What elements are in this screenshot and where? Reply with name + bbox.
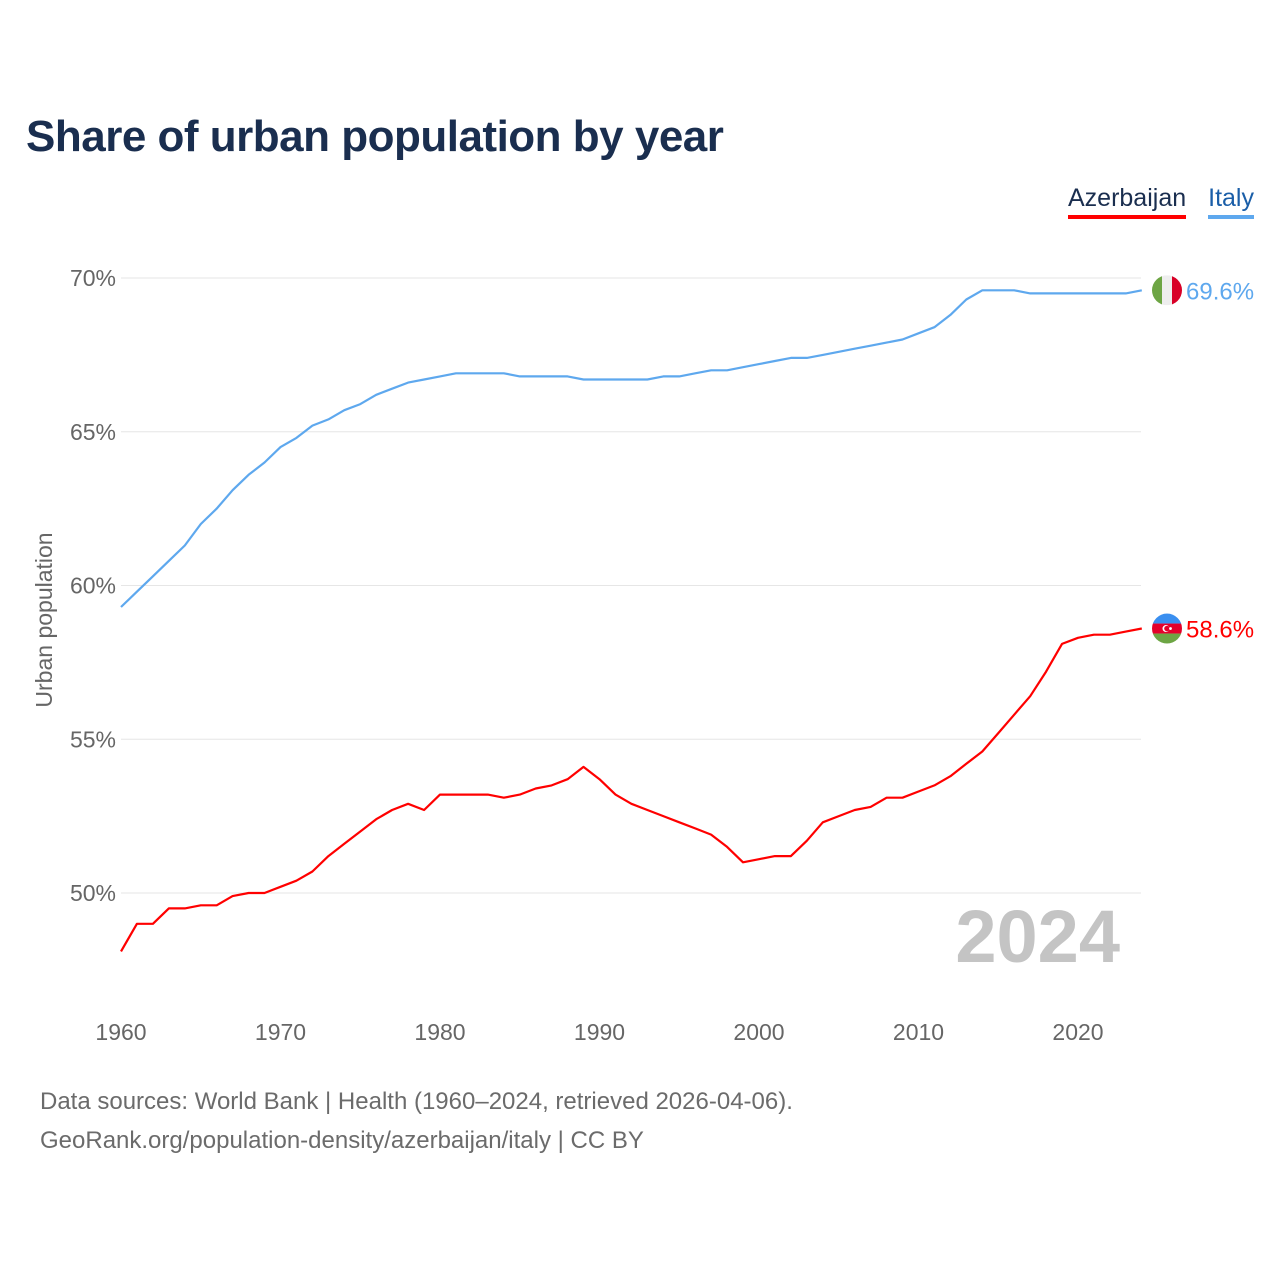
end-value-label-italy: 69.6% [1186,278,1254,305]
x-tick-label: 2010 [893,1019,944,1045]
x-tick-label: 2020 [1052,1019,1103,1045]
y-tick-label: 65% [70,419,116,445]
y-tick-label: 70% [70,265,116,291]
year-watermark: 2024 [955,895,1120,978]
x-tick-label: 1970 [255,1019,306,1045]
x-tick-label: 1990 [574,1019,625,1045]
azerbaijan-flag-icon [1152,613,1182,644]
x-tick-label: 2000 [733,1019,784,1045]
legend-azerbaijan[interactable]: Azerbaijan [1068,184,1187,219]
y-tick-label: 50% [70,880,116,906]
y-axis-label: Urban population [31,532,57,707]
italy-flag-icon [1152,275,1182,306]
series-line-italy [120,289,1143,608]
source-text: Data sources: World Bank | Health (1960–… [40,1088,793,1115]
legend: Azerbaijan Italy [1068,184,1254,219]
end-value-label-azerbaijan: 58.6% [1186,617,1254,644]
y-tick-label: 55% [70,726,116,752]
series-line-azerbaijan [120,627,1143,952]
x-tick-label: 1960 [95,1019,146,1045]
source-url: GeoRank.org/population-density/azerbaija… [40,1127,644,1154]
chart-title: Share of urban population by year [26,112,724,161]
y-tick-label: 60% [70,573,116,599]
x-tick-label: 1980 [414,1019,465,1045]
legend-italy[interactable]: Italy [1208,184,1254,219]
